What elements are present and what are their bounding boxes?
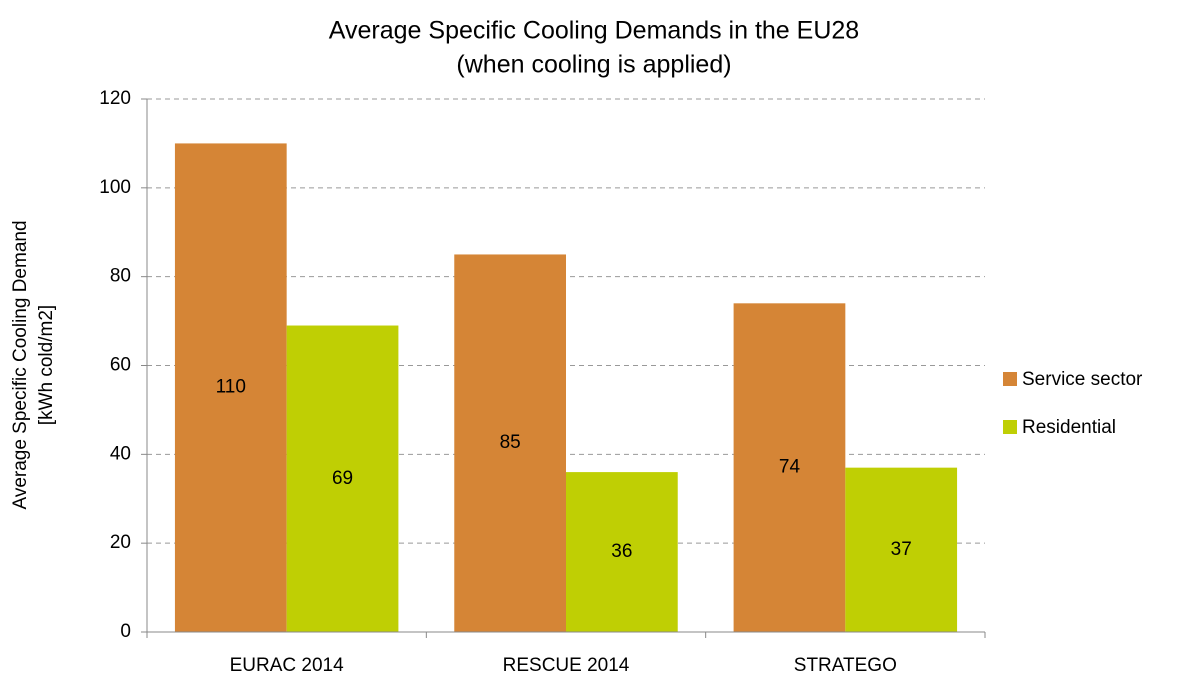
data-label: 85 xyxy=(500,432,521,453)
data-label: 110 xyxy=(216,377,246,398)
data-label: 74 xyxy=(779,457,801,478)
data-label: 36 xyxy=(611,541,632,562)
bar xyxy=(454,254,566,633)
y-axis-title-line: Average Specific Cooling Demand xyxy=(10,220,31,509)
bar xyxy=(174,143,287,632)
x-tick-label: RESCUE 2014 xyxy=(503,655,630,676)
chart-title: (when cooling is applied) xyxy=(456,51,731,79)
bar xyxy=(566,472,678,632)
y-axis-title: Average Specific Cooling Demand [kWh col… xyxy=(10,220,57,509)
y-tick-label: 60 xyxy=(110,355,131,376)
y-tick-label: 120 xyxy=(99,88,131,109)
y-tick-label: 20 xyxy=(110,532,131,553)
x-tick-label: STRATEGO xyxy=(794,655,897,676)
legend-label: Service sector xyxy=(1022,369,1143,390)
bar xyxy=(845,467,958,632)
y-tick-label: 100 xyxy=(99,177,131,198)
data-label: 69 xyxy=(332,468,353,489)
y-tick-label: 0 xyxy=(120,621,131,642)
legend-label: Residential xyxy=(1022,417,1116,438)
legend-swatch xyxy=(1003,372,1017,386)
x-tick-label: EURAC 2014 xyxy=(230,655,344,676)
y-axis-title-line: [kWh cold/m2] xyxy=(36,305,57,425)
y-tick-label: 40 xyxy=(110,443,131,464)
legend-swatch xyxy=(1003,420,1017,434)
bar xyxy=(286,325,399,632)
y-tick-label: 80 xyxy=(110,266,131,287)
data-label: 37 xyxy=(891,539,912,560)
chart-title: Average Specific Cooling Demands in the … xyxy=(329,17,859,45)
bar xyxy=(733,303,846,632)
